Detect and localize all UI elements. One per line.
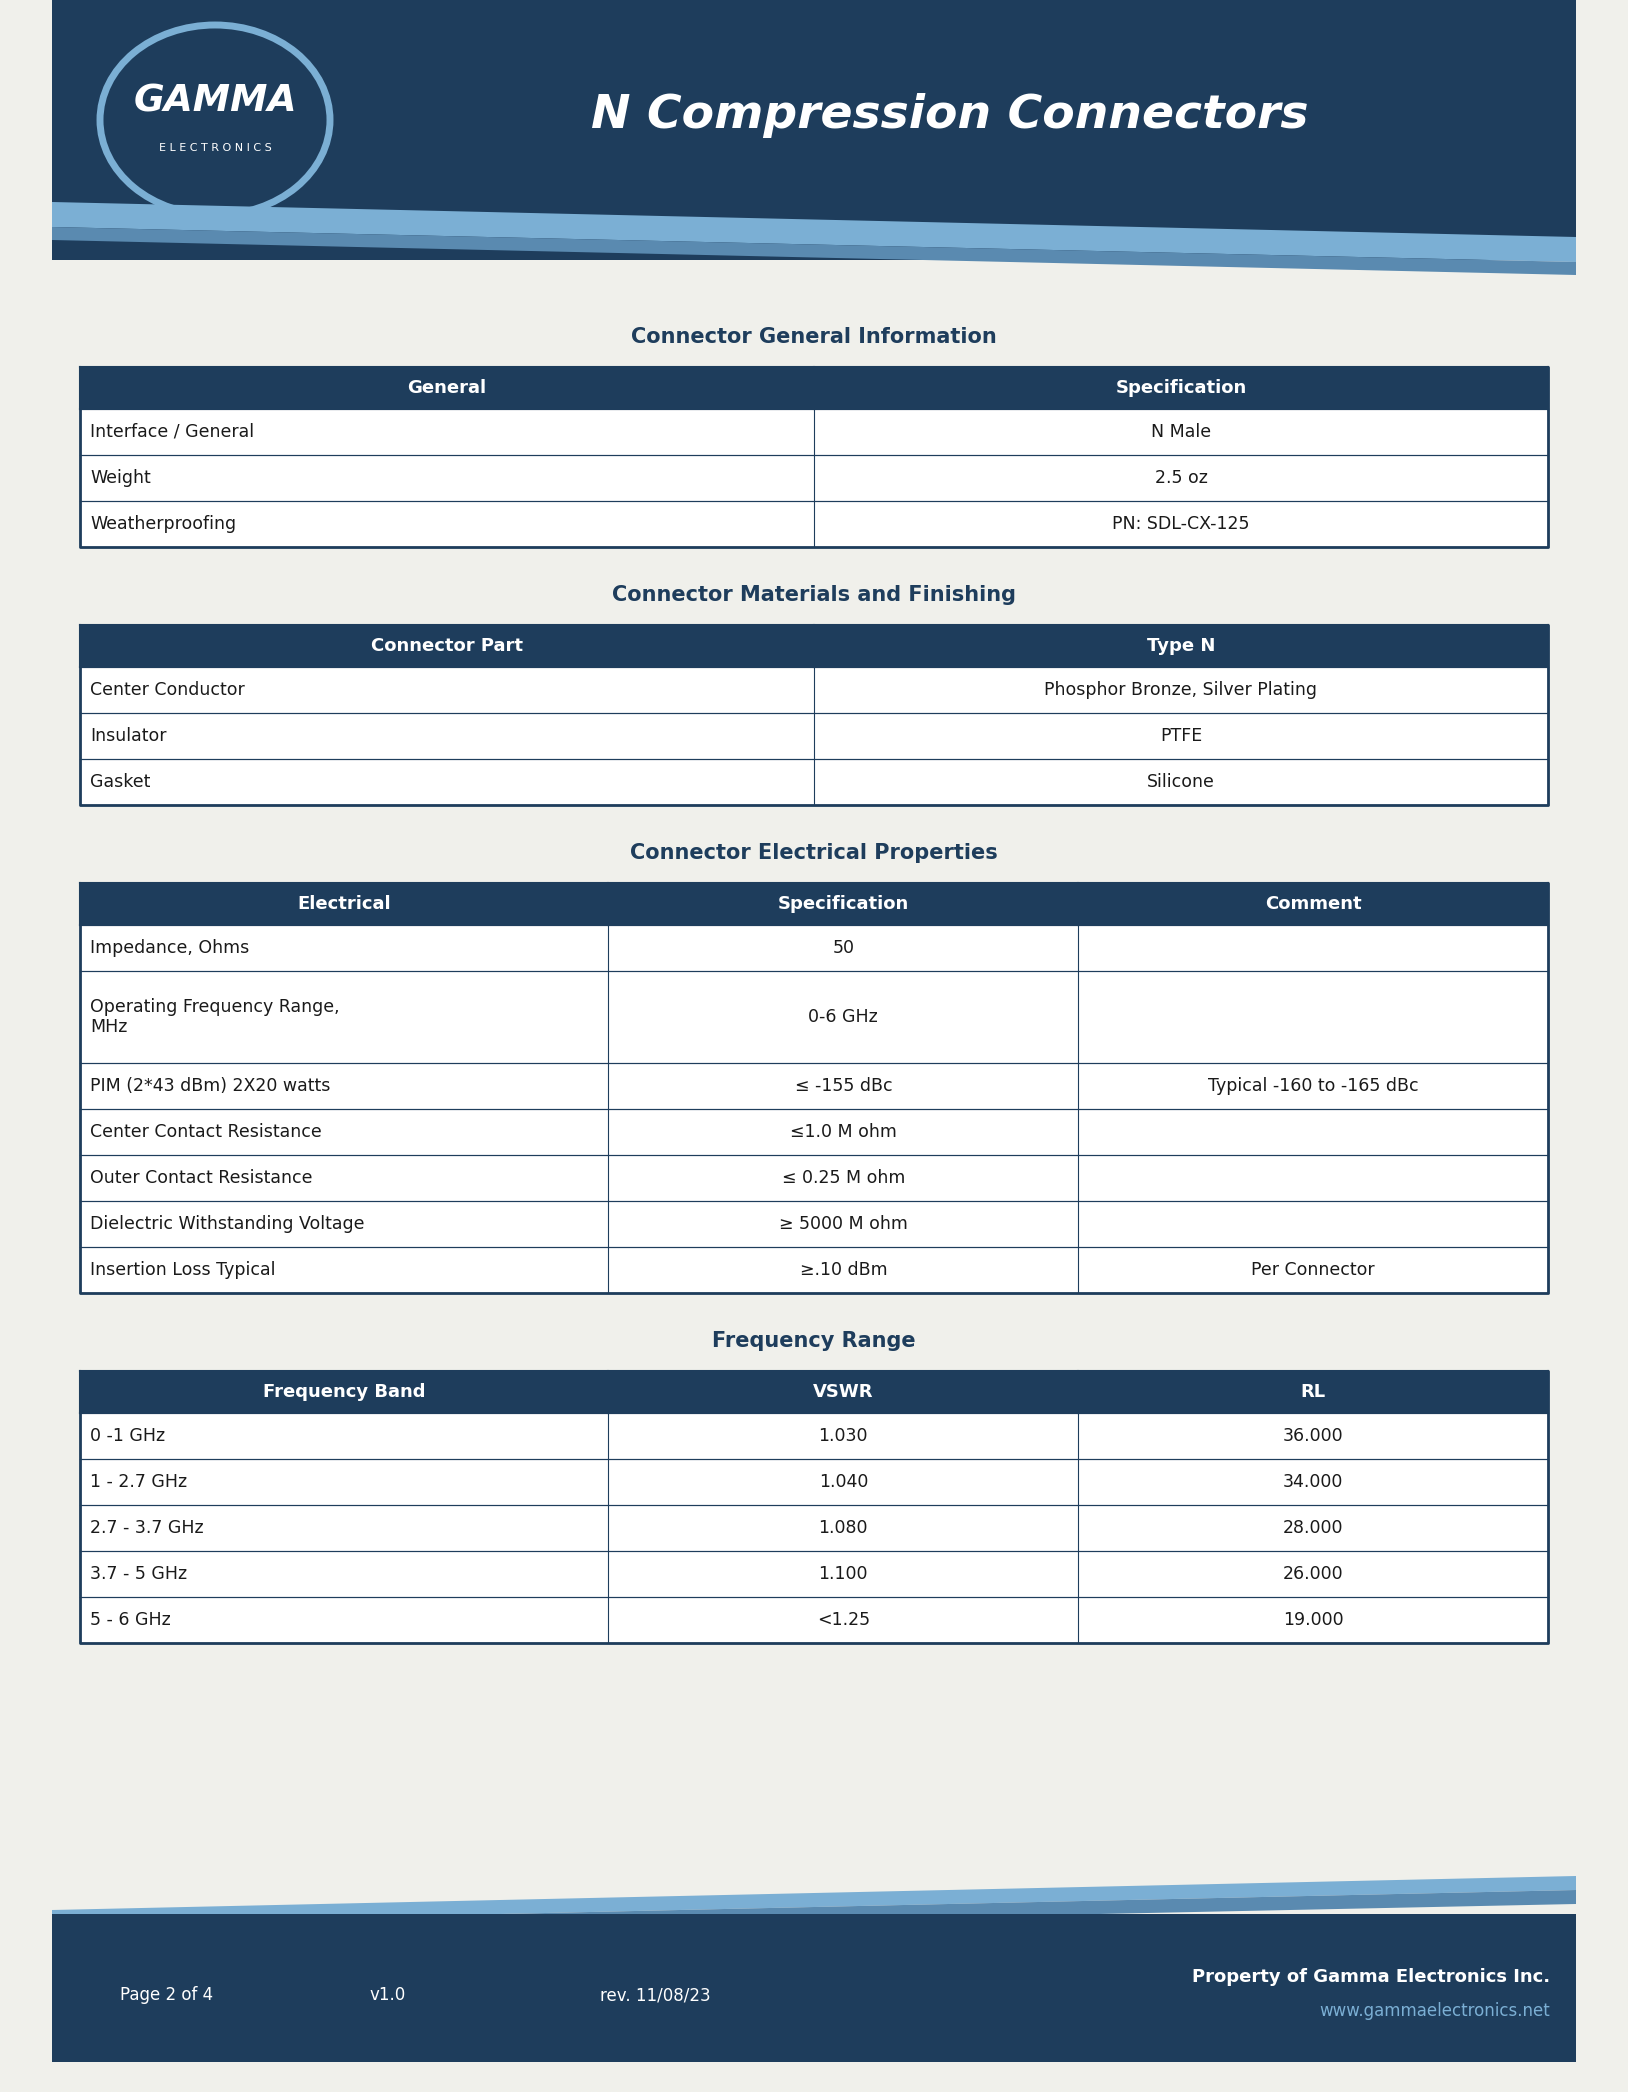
Text: Page 2 of 4: Page 2 of 4	[120, 1985, 213, 2004]
Text: Impedance, Ohms: Impedance, Ohms	[90, 939, 249, 956]
Text: Insertion Loss Typical: Insertion Loss Typical	[90, 1261, 275, 1278]
Bar	[80, 759, 1548, 805]
Text: 5 - 6 GHz: 5 - 6 GHz	[90, 1611, 171, 1630]
Text: Typical -160 to -165 dBc: Typical -160 to -165 dBc	[1208, 1077, 1418, 1094]
Text: <1.25: <1.25	[817, 1611, 869, 1630]
Text: Silicone: Silicone	[1148, 774, 1214, 791]
Text: Frequency Band: Frequency Band	[264, 1383, 425, 1402]
Bar	[52, 1914, 1576, 2063]
Polygon shape	[52, 1889, 1576, 1935]
Bar	[80, 500, 1548, 546]
Bar	[80, 1550, 1548, 1596]
Text: General: General	[407, 379, 487, 397]
Text: Phosphor Bronze, Silver Plating: Phosphor Bronze, Silver Plating	[1045, 682, 1317, 699]
Text: Specification: Specification	[1115, 379, 1247, 397]
Bar	[52, 0, 1576, 259]
Bar	[814, 626, 1548, 667]
Text: 36.000: 36.000	[1283, 1427, 1343, 1446]
Text: 2.7 - 3.7 GHz: 2.7 - 3.7 GHz	[90, 1519, 204, 1538]
Text: 1 - 2.7 GHz: 1 - 2.7 GHz	[90, 1473, 187, 1492]
Text: 1.080: 1.080	[819, 1519, 868, 1538]
Polygon shape	[52, 228, 1576, 274]
Bar	[80, 925, 1548, 971]
Text: 1.030: 1.030	[819, 1427, 868, 1446]
Bar	[80, 971, 1548, 1063]
Text: PTFE: PTFE	[1159, 728, 1201, 745]
Text: Property of Gamma Electronics Inc.: Property of Gamma Electronics Inc.	[1192, 1969, 1550, 1985]
Bar	[80, 1458, 1548, 1504]
Text: E L E C T R O N I C S: E L E C T R O N I C S	[158, 142, 272, 153]
Text: Per Connector: Per Connector	[1252, 1261, 1376, 1278]
Text: 0 -1 GHz: 0 -1 GHz	[90, 1427, 164, 1446]
Text: Dielectric Withstanding Voltage: Dielectric Withstanding Voltage	[90, 1215, 365, 1232]
Text: Outer Contact Resistance: Outer Contact Resistance	[90, 1169, 313, 1186]
Polygon shape	[52, 1877, 1576, 1925]
Text: 3.7 - 5 GHz: 3.7 - 5 GHz	[90, 1565, 187, 1584]
Text: 19.000: 19.000	[1283, 1611, 1343, 1630]
Text: Center Conductor: Center Conductor	[90, 682, 244, 699]
Bar	[80, 1370, 609, 1412]
Text: Specification: Specification	[778, 895, 908, 912]
Text: Insulator: Insulator	[90, 728, 166, 745]
Bar	[80, 626, 814, 667]
Text: Connector General Information: Connector General Information	[632, 326, 996, 347]
Text: Comment: Comment	[1265, 895, 1361, 912]
Text: Connector Materials and Finishing: Connector Materials and Finishing	[612, 586, 1016, 605]
Text: ≥ 5000 M ohm: ≥ 5000 M ohm	[778, 1215, 908, 1232]
Text: RL: RL	[1301, 1383, 1325, 1402]
Text: N Male: N Male	[1151, 423, 1211, 441]
Text: ≥.10 dBm: ≥.10 dBm	[799, 1261, 887, 1278]
Text: N Compression Connectors: N Compression Connectors	[591, 92, 1309, 138]
Text: Center Contact Resistance: Center Contact Resistance	[90, 1123, 322, 1140]
Text: PIM (2*43 dBm) 2X20 watts: PIM (2*43 dBm) 2X20 watts	[90, 1077, 330, 1094]
Bar	[80, 454, 1548, 500]
Text: GAMMA: GAMMA	[133, 84, 296, 119]
Bar	[80, 1201, 1548, 1247]
Bar	[609, 883, 1078, 925]
Text: 0-6 GHz: 0-6 GHz	[809, 1008, 877, 1025]
Text: 1.100: 1.100	[819, 1565, 868, 1584]
Text: www.gammaelectronics.net: www.gammaelectronics.net	[1319, 2002, 1550, 2021]
Text: Gasket: Gasket	[90, 774, 150, 791]
Bar	[80, 366, 814, 410]
Bar	[80, 1412, 1548, 1458]
Text: 1.040: 1.040	[819, 1473, 868, 1492]
Text: Weight: Weight	[90, 469, 151, 487]
Text: Connector Electrical Properties: Connector Electrical Properties	[630, 843, 998, 864]
Text: PN: SDL-CX-125: PN: SDL-CX-125	[1112, 515, 1250, 533]
Text: 50: 50	[832, 939, 855, 956]
Bar	[80, 883, 609, 925]
Bar	[814, 366, 1548, 410]
Text: Connector Part: Connector Part	[371, 636, 523, 655]
Bar	[609, 1370, 1078, 1412]
Text: v1.0: v1.0	[370, 1985, 407, 2004]
Bar	[80, 1247, 1548, 1293]
Bar	[1078, 883, 1548, 925]
Text: Frequency Range: Frequency Range	[711, 1331, 917, 1351]
Bar	[1078, 1370, 1548, 1412]
Text: Electrical: Electrical	[298, 895, 391, 912]
Bar	[80, 1155, 1548, 1201]
Text: ≤1.0 M ohm: ≤1.0 M ohm	[790, 1123, 897, 1140]
Bar	[80, 713, 1548, 759]
Bar	[80, 1063, 1548, 1109]
Text: VSWR: VSWR	[812, 1383, 874, 1402]
Text: 34.000: 34.000	[1283, 1473, 1343, 1492]
Text: ≤ -155 dBc: ≤ -155 dBc	[794, 1077, 892, 1094]
Text: rev. 11/08/23: rev. 11/08/23	[601, 1985, 711, 2004]
Text: Operating Frequency Range,
MHz: Operating Frequency Range, MHz	[90, 998, 340, 1036]
Polygon shape	[52, 203, 1576, 262]
Bar	[80, 410, 1548, 454]
Text: 26.000: 26.000	[1283, 1565, 1343, 1584]
Text: Interface / General: Interface / General	[90, 423, 254, 441]
Bar	[80, 1109, 1548, 1155]
Text: Weatherproofing: Weatherproofing	[90, 515, 236, 533]
Bar	[80, 1596, 1548, 1642]
Bar	[80, 1504, 1548, 1550]
Text: ≤ 0.25 M ohm: ≤ 0.25 M ohm	[781, 1169, 905, 1186]
Bar	[80, 667, 1548, 713]
Text: Type N: Type N	[1146, 636, 1214, 655]
Text: 2.5 oz: 2.5 oz	[1154, 469, 1208, 487]
Text: 28.000: 28.000	[1283, 1519, 1343, 1538]
